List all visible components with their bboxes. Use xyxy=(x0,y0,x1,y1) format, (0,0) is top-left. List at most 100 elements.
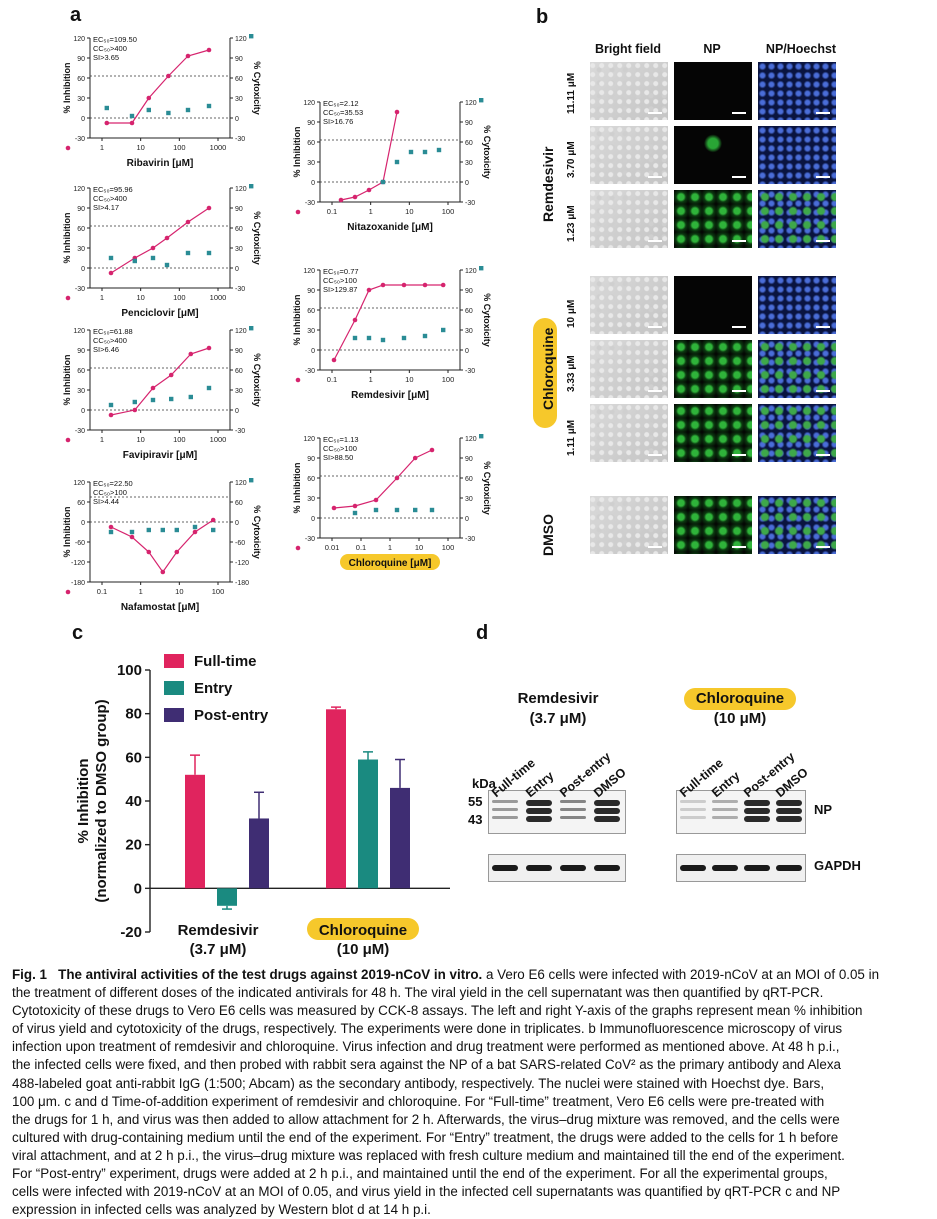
cytotoxicity-point xyxy=(132,399,137,405)
x-tick-label: 1 xyxy=(369,207,373,216)
y2-axis-title: % Cytoxicity xyxy=(482,125,492,179)
np-image xyxy=(674,496,752,554)
y-tick-label: 60 xyxy=(307,476,315,483)
inhibition-legend-marker xyxy=(65,437,71,443)
brightfield-image xyxy=(590,62,668,120)
np-band xyxy=(560,816,586,819)
stat-annotation: SI>88.50 xyxy=(323,453,353,462)
inhibition-point xyxy=(206,345,212,351)
dose-plot-ribavirin: 120 120 90 90 60 60 30 30 0 0 -30 -30 1 10 100 1000 % In… xyxy=(62,34,262,169)
group-label-remdesivir: Remdesivir xyxy=(540,146,556,222)
np-image xyxy=(674,190,752,248)
bar-entry xyxy=(358,759,378,889)
inhibition-point xyxy=(192,529,198,535)
dose-plot-nafamostat: 120 120 60 60 0 0 -60 -60 -120 -120 -180 -180 0.1 1 10… xyxy=(62,478,262,613)
x-tick-label: 100 xyxy=(212,587,225,596)
np-hoechst-image xyxy=(758,404,836,462)
dose-label: 3.33 μM xyxy=(566,355,577,392)
marker-55: 55 xyxy=(468,794,483,809)
y-tick-label: 60 xyxy=(125,749,142,766)
y2-tick-label: 30 xyxy=(465,160,473,167)
np-hoechst-image xyxy=(758,190,836,248)
stat-annotation: SI>6.46 xyxy=(93,345,119,354)
y-tick-label: 90 xyxy=(77,56,85,63)
blot-right-dose: (10 μM) xyxy=(713,710,767,727)
y2-axis-title: % Cytoxicity xyxy=(252,61,262,115)
gapdh-band xyxy=(776,865,802,871)
y-tick-label: 30 xyxy=(307,496,315,503)
inhibition-point xyxy=(352,317,358,323)
y-axis-title: % Inhibition xyxy=(292,463,302,514)
scale-bar xyxy=(732,240,746,242)
y2-tick-label: -180 xyxy=(235,580,249,587)
y2-tick-label: 30 xyxy=(465,328,473,335)
np-hoechst-image xyxy=(758,276,836,334)
y2-tick-label: -30 xyxy=(465,536,475,543)
x-tick-label: 1 xyxy=(100,435,104,444)
caption-line: of virus yield and cytotoxicity of the d… xyxy=(12,1021,843,1037)
cytotoxicity-point xyxy=(394,159,400,165)
inhibition-point xyxy=(146,549,152,555)
scale-bar xyxy=(732,176,746,178)
x-tick-label: 100 xyxy=(173,143,186,152)
inhibition-point xyxy=(188,351,194,357)
cytotoxicity-point xyxy=(129,113,135,119)
col-header-brightfield: Bright field xyxy=(595,42,661,56)
gapdh-band xyxy=(680,865,706,871)
inhibition-point xyxy=(352,194,358,200)
y-tick-label: 120 xyxy=(73,480,85,487)
inhibition-curve xyxy=(110,519,214,574)
y-axis-title: % Inhibition xyxy=(62,63,72,114)
inhibition-point xyxy=(412,455,418,461)
y2-tick-label: 60 xyxy=(235,368,243,375)
np-band xyxy=(712,808,738,811)
y-tick-label: 60 xyxy=(77,226,85,233)
inhibition-point xyxy=(440,282,446,288)
legend-label: Post-entry xyxy=(194,707,269,724)
cytotoxicity-point xyxy=(166,110,171,116)
gapdh-band xyxy=(560,865,586,871)
cytotoxicity-point xyxy=(401,335,407,341)
inhibition-point xyxy=(331,357,337,363)
y2-tick-label: 60 xyxy=(235,76,243,83)
kda-label: kDa xyxy=(472,776,496,791)
y-tick-label: 60 xyxy=(307,308,315,315)
np-band xyxy=(492,816,518,819)
y2-tick-label: 30 xyxy=(235,96,243,103)
inhibition-point xyxy=(429,447,435,453)
stat-annotation: CC₅₀=35.53 xyxy=(323,108,363,117)
stat-annotation: CC₅₀>100 xyxy=(323,276,357,285)
inhibition-point xyxy=(146,95,152,101)
stat-annotation: EC₅₀=0.77 xyxy=(323,267,359,276)
cytotoxicity-point xyxy=(146,527,151,533)
y2-tick-label: 60 xyxy=(235,500,243,507)
inhibition-point xyxy=(401,282,407,288)
y2-tick-label: 30 xyxy=(235,246,243,253)
x-axis-title: Nafamostat [μM] xyxy=(121,602,199,613)
cytotoxicity-point xyxy=(150,397,156,403)
inhibition-curve xyxy=(110,347,210,416)
cytotoxicity-point xyxy=(352,510,358,516)
np-band xyxy=(680,816,706,819)
y2-tick-label: 0 xyxy=(235,116,239,123)
np-band xyxy=(560,800,586,803)
brightfield-image xyxy=(590,404,668,462)
y-tick-label: -120 xyxy=(71,560,85,567)
np-band xyxy=(594,816,620,822)
x-tick-label: 1000 xyxy=(210,435,227,444)
y2-tick-label: 0 xyxy=(235,520,239,527)
stat-annotation: SI>4.44 xyxy=(93,497,119,506)
y-tick-label: 0 xyxy=(311,348,315,355)
x-tick-label: 0.1 xyxy=(327,375,337,384)
y2-tick-label: 30 xyxy=(235,388,243,395)
y-tick-label: 60 xyxy=(77,500,85,507)
inhibition-point xyxy=(108,270,114,276)
scale-bar xyxy=(648,326,662,328)
cytotoxicity-point xyxy=(108,255,114,261)
y-tick-label: 60 xyxy=(77,368,85,375)
x-tick-label: 10 xyxy=(175,587,183,596)
y2-axis-title: % Cytoxicity xyxy=(252,505,262,559)
np-band xyxy=(526,800,552,806)
dose-label: 11.11 μM xyxy=(566,72,577,114)
inhibition-point xyxy=(366,287,372,293)
